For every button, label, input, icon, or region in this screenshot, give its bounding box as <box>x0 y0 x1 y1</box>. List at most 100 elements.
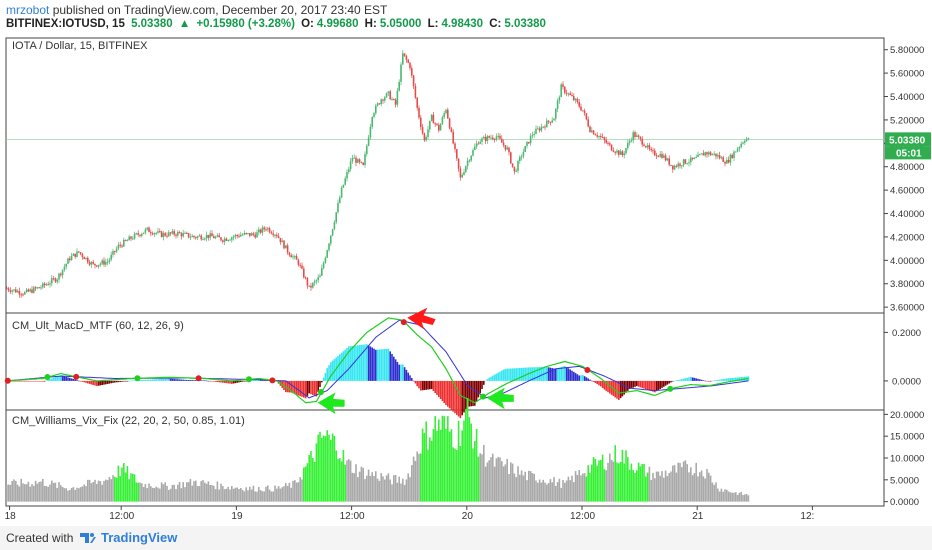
close-label: C: <box>489 18 502 30</box>
candle <box>263 227 265 230</box>
candle <box>204 238 206 240</box>
macd-cross-dot <box>318 388 324 395</box>
candle <box>362 162 364 165</box>
macd-histogram-bar <box>97 380 100 386</box>
candle <box>186 232 188 234</box>
macd-histogram-bar <box>420 380 422 391</box>
vix-bar <box>220 483 222 502</box>
candle <box>115 248 118 252</box>
vix-bar <box>628 469 631 502</box>
vix-bar <box>159 488 161 502</box>
macd-histogram-bar <box>292 380 294 394</box>
macd-histogram-bar <box>360 344 363 381</box>
candle <box>637 135 640 137</box>
candle <box>598 136 600 138</box>
candle <box>9 290 12 292</box>
macd-histogram-bar <box>171 378 174 381</box>
low-value: 4.98430 <box>441 18 484 30</box>
macd-histogram-bar <box>114 380 116 383</box>
macd-histogram-bar <box>400 364 402 381</box>
macd-histogram-bar <box>709 380 712 382</box>
candle <box>591 130 593 133</box>
macd-histogram-bar <box>708 380 710 382</box>
vix-bar <box>439 429 442 502</box>
macd-histogram-bar <box>664 380 667 386</box>
candle <box>610 144 613 151</box>
vix-bar <box>333 436 336 502</box>
vix-bar <box>308 455 310 502</box>
macd-histogram-bar <box>454 380 456 414</box>
candle <box>236 234 238 236</box>
vix-bar <box>252 485 255 502</box>
vix-bar <box>560 487 562 502</box>
candle <box>353 157 355 159</box>
candle <box>51 278 53 284</box>
candle <box>225 238 228 241</box>
candle <box>153 233 156 235</box>
chart-canvas[interactable]: 5.800005.600005.400005.200005.000004.800… <box>0 0 932 526</box>
candle <box>443 113 445 118</box>
candle <box>202 239 204 241</box>
vix-bar <box>33 485 35 502</box>
candle <box>549 121 552 123</box>
macd-histogram-bar <box>497 372 499 381</box>
candle <box>272 233 274 236</box>
macd-histogram-bar <box>468 380 471 407</box>
vix-bar <box>576 474 579 502</box>
macd-histogram-bar <box>344 349 346 381</box>
candle <box>393 98 395 100</box>
candle <box>396 90 399 105</box>
candle <box>279 237 282 243</box>
candle <box>267 228 269 230</box>
vix-bar <box>117 465 120 502</box>
macd-histogram-bar <box>106 380 109 384</box>
macd-histogram-bar <box>470 380 472 407</box>
candle <box>722 157 724 162</box>
vix-bar <box>506 459 508 502</box>
candle <box>664 155 667 161</box>
vix-bar <box>738 492 741 502</box>
candle <box>585 113 588 120</box>
candle <box>294 256 296 258</box>
macd-histogram-bar <box>151 379 154 381</box>
vix-bar <box>693 473 696 502</box>
macd-histogram-bar <box>461 380 463 416</box>
vix-bar <box>513 473 516 502</box>
candle <box>529 135 532 144</box>
macd-tick-label: 0.2000 <box>892 328 921 339</box>
macd-histogram-bar <box>36 380 39 382</box>
macd-histogram-bar <box>558 367 561 381</box>
candle <box>87 257 89 263</box>
vix-bar <box>254 491 256 502</box>
candle <box>537 128 539 130</box>
macd-histogram-bar <box>457 380 460 417</box>
author-link[interactable]: mrzobot <box>6 3 50 17</box>
candle <box>650 148 652 151</box>
candle <box>540 126 543 131</box>
vix-bar <box>234 487 237 502</box>
candle <box>326 250 328 258</box>
macd-cross-dot <box>400 319 407 326</box>
tradingview-brand-link[interactable]: TradingView <box>101 530 178 545</box>
vix-bar <box>486 462 489 502</box>
macd-histogram-bar <box>166 378 168 381</box>
macd-histogram-bar <box>364 344 366 381</box>
candle <box>375 105 377 114</box>
candle <box>731 154 733 158</box>
vix-bar <box>85 486 87 502</box>
price-tick-label: 4.20000 <box>890 232 924 243</box>
macd-histogram-bar <box>54 377 57 381</box>
macd-histogram-bar <box>25 380 28 382</box>
vix-bar <box>259 490 262 502</box>
created-with-text: Created with <box>6 531 74 545</box>
vix-bar <box>389 479 391 502</box>
candle <box>52 278 55 280</box>
vix-bar <box>137 482 139 502</box>
macd-histogram-bar <box>726 378 728 381</box>
vix-bar <box>382 476 384 502</box>
macd-histogram-bar <box>24 380 26 382</box>
candle <box>596 135 598 137</box>
vix-bar <box>276 488 278 502</box>
macd-histogram-bar <box>346 348 348 381</box>
vix-bar <box>79 487 82 502</box>
